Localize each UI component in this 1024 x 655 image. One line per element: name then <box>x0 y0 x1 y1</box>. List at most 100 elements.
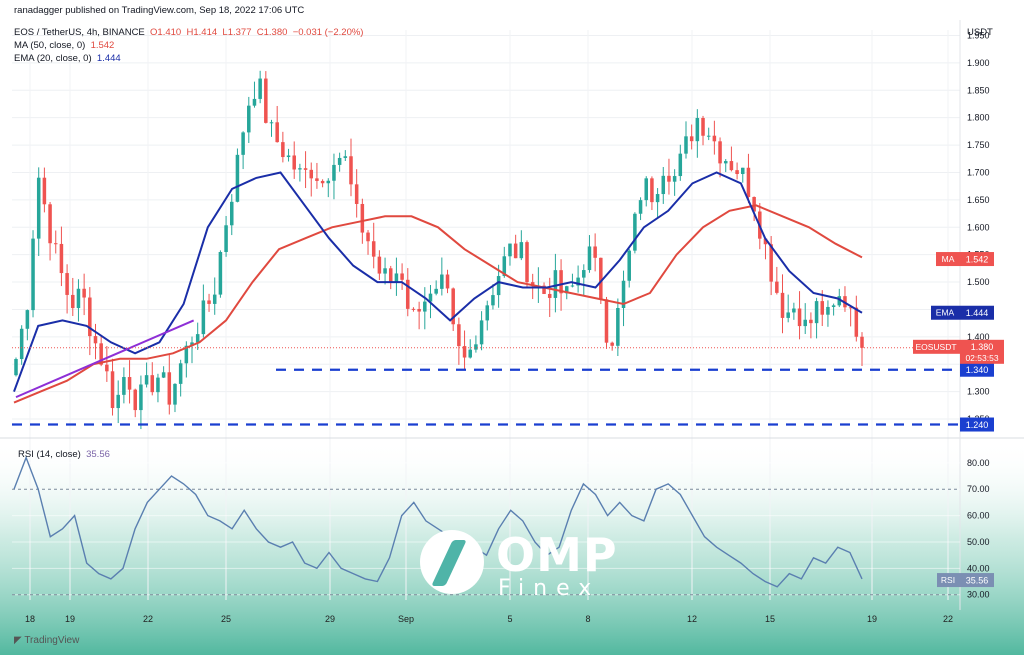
ohlc-change: −0.031 (−2.20%) <box>292 27 364 38</box>
candle-body <box>644 178 649 201</box>
candle-body <box>212 294 217 304</box>
tradingview-logo-text: TradingView <box>24 635 80 646</box>
candle-body <box>440 274 444 289</box>
rsi-axis-tick: 70.00 <box>967 484 990 494</box>
candle-body <box>610 342 614 346</box>
candle-body <box>769 244 773 282</box>
candle-body <box>701 117 705 136</box>
candle-body <box>264 78 268 123</box>
candle-body <box>718 141 722 164</box>
candle-body <box>207 300 211 304</box>
rsi-axis-tick: 60.00 <box>967 511 990 521</box>
candle-body <box>93 336 98 344</box>
candle-body <box>797 308 802 327</box>
ema-badge-tag: EMA <box>936 308 955 318</box>
candle-body <box>564 286 569 294</box>
candle-body <box>837 296 842 306</box>
ma-legend-value: 1.542 <box>90 40 115 51</box>
tradingview-logo[interactable]: ◤ TradingView <box>14 635 79 646</box>
time-axis-tick: 12 <box>687 614 697 624</box>
candle-body <box>848 307 853 309</box>
candle-body <box>780 292 785 318</box>
candle-body <box>474 344 478 350</box>
candle-body <box>723 161 728 164</box>
support-label: 1.240 <box>966 420 989 430</box>
candle-body <box>173 383 177 405</box>
candle-body <box>542 285 546 294</box>
candle-body <box>88 297 92 337</box>
candle-body <box>195 334 200 343</box>
candle-body <box>99 343 103 365</box>
candle-body <box>167 372 172 405</box>
candle-body <box>792 308 796 313</box>
candle-body <box>496 276 501 296</box>
candle-body <box>156 377 160 393</box>
tradingview-icon: ◤ <box>14 635 22 646</box>
candle-body <box>332 164 336 181</box>
rsi-legend[interactable]: RSI (14, close) 35.56 <box>18 449 110 460</box>
candle-body <box>252 98 257 106</box>
candle-body <box>604 299 609 343</box>
candle-body <box>247 105 251 133</box>
price-axis-tick: 1.900 <box>967 58 990 68</box>
candle-body <box>184 345 189 364</box>
rsi-value-bg <box>960 573 994 588</box>
ema-legend[interactable]: EMA (20, close, 0) 1.444 <box>14 53 121 64</box>
ma50-line <box>13 204 863 404</box>
candle-body <box>14 359 18 376</box>
candle-body <box>741 167 745 175</box>
rsi-axis-tick: 40.00 <box>967 563 990 573</box>
candle-body <box>218 252 223 295</box>
ohlc-high: H1.414 <box>186 27 218 38</box>
candle-body <box>122 377 126 395</box>
time-axis-tick: 25 <box>221 614 231 624</box>
candle-body <box>76 288 81 309</box>
candle-body <box>491 295 495 306</box>
candle-body <box>235 154 240 202</box>
candle-body <box>110 371 115 409</box>
candle-body <box>150 375 155 393</box>
candle-body <box>854 307 859 337</box>
candle-body <box>775 281 779 293</box>
candle-body <box>394 273 399 282</box>
candle-body <box>71 294 75 309</box>
candle-body <box>366 232 370 242</box>
candle-body <box>48 204 52 244</box>
candle-body <box>712 135 717 142</box>
candle-body <box>388 268 393 282</box>
rsi-tag: RSI <box>941 575 955 585</box>
symbol-name: EOS / TetherUS, 4h, BINANCE <box>14 27 145 38</box>
candle-body <box>655 194 660 203</box>
candle-body <box>201 300 206 335</box>
candle-body <box>519 242 524 259</box>
candle-body <box>31 238 35 311</box>
candle-body <box>763 238 768 245</box>
candle-body <box>343 156 348 158</box>
candle-body <box>59 243 64 274</box>
candle-body <box>451 288 455 325</box>
candle-body <box>428 293 433 302</box>
ohlc-low: L1.377 <box>222 27 252 38</box>
price-axis-tick: 1.500 <box>967 277 990 287</box>
candle-body <box>530 282 535 287</box>
candle-body <box>593 246 597 258</box>
time-axis-tick: 15 <box>765 614 775 624</box>
last-price-bg <box>960 339 1004 364</box>
ascending-trendline <box>15 319 195 399</box>
ma-legend[interactable]: MA (50, close, 0) 1.542 <box>14 40 114 51</box>
candle-body <box>462 346 467 358</box>
rsi-pane-background <box>0 440 1024 655</box>
candle-body <box>684 136 688 154</box>
price-axis-tick: 1.650 <box>967 195 990 205</box>
candle-body <box>320 180 325 184</box>
price-axis-tick: 1.700 <box>967 167 990 177</box>
ema-legend-label: EMA (20, close, 0) <box>14 53 92 64</box>
candle-body <box>576 277 580 286</box>
candle-body <box>559 270 563 294</box>
rsi-axis-tick: 30.00 <box>967 590 990 600</box>
time-axis-tick: 8 <box>585 614 590 624</box>
omp-brand-text: OMP <box>496 528 618 582</box>
candle-body <box>19 328 24 360</box>
candle-body <box>178 363 183 384</box>
